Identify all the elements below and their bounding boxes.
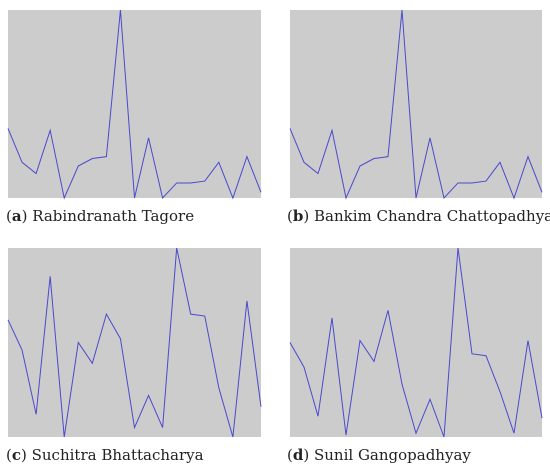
plot-area (7, 9, 262, 200)
series-line (289, 247, 543, 438)
line-chart (289, 247, 543, 438)
plot-area (289, 247, 543, 438)
line-chart (289, 9, 543, 200)
chart-caption: (b) Bankim Chandra Chattopadhyay (287, 207, 550, 225)
caption-text: Rabindranath Tagore (32, 207, 195, 225)
line-chart (7, 247, 262, 438)
caption-text: Suchitra Bhattacharya (31, 446, 204, 464)
series-line (7, 9, 262, 200)
chart-caption: (a) Rabindranath Tagore (6, 207, 195, 225)
caption-letter: d (292, 446, 304, 464)
line-chart (7, 9, 262, 200)
chart-caption: (c) Suchitra Bhattacharya (6, 446, 204, 464)
chart-caption: (d) Sunil Gangopadhyay (287, 446, 471, 464)
caption-text: Sunil Gangopadhyay (313, 446, 471, 464)
caption-letter: a (11, 207, 22, 225)
caption-letter: b (292, 207, 304, 225)
series-line (7, 247, 262, 438)
plot-area (7, 247, 262, 438)
plot-area (289, 9, 543, 200)
caption-text: Bankim Chandra Chattopadhyay (313, 207, 550, 225)
series-line (289, 9, 543, 200)
caption-letter: c (11, 446, 21, 464)
